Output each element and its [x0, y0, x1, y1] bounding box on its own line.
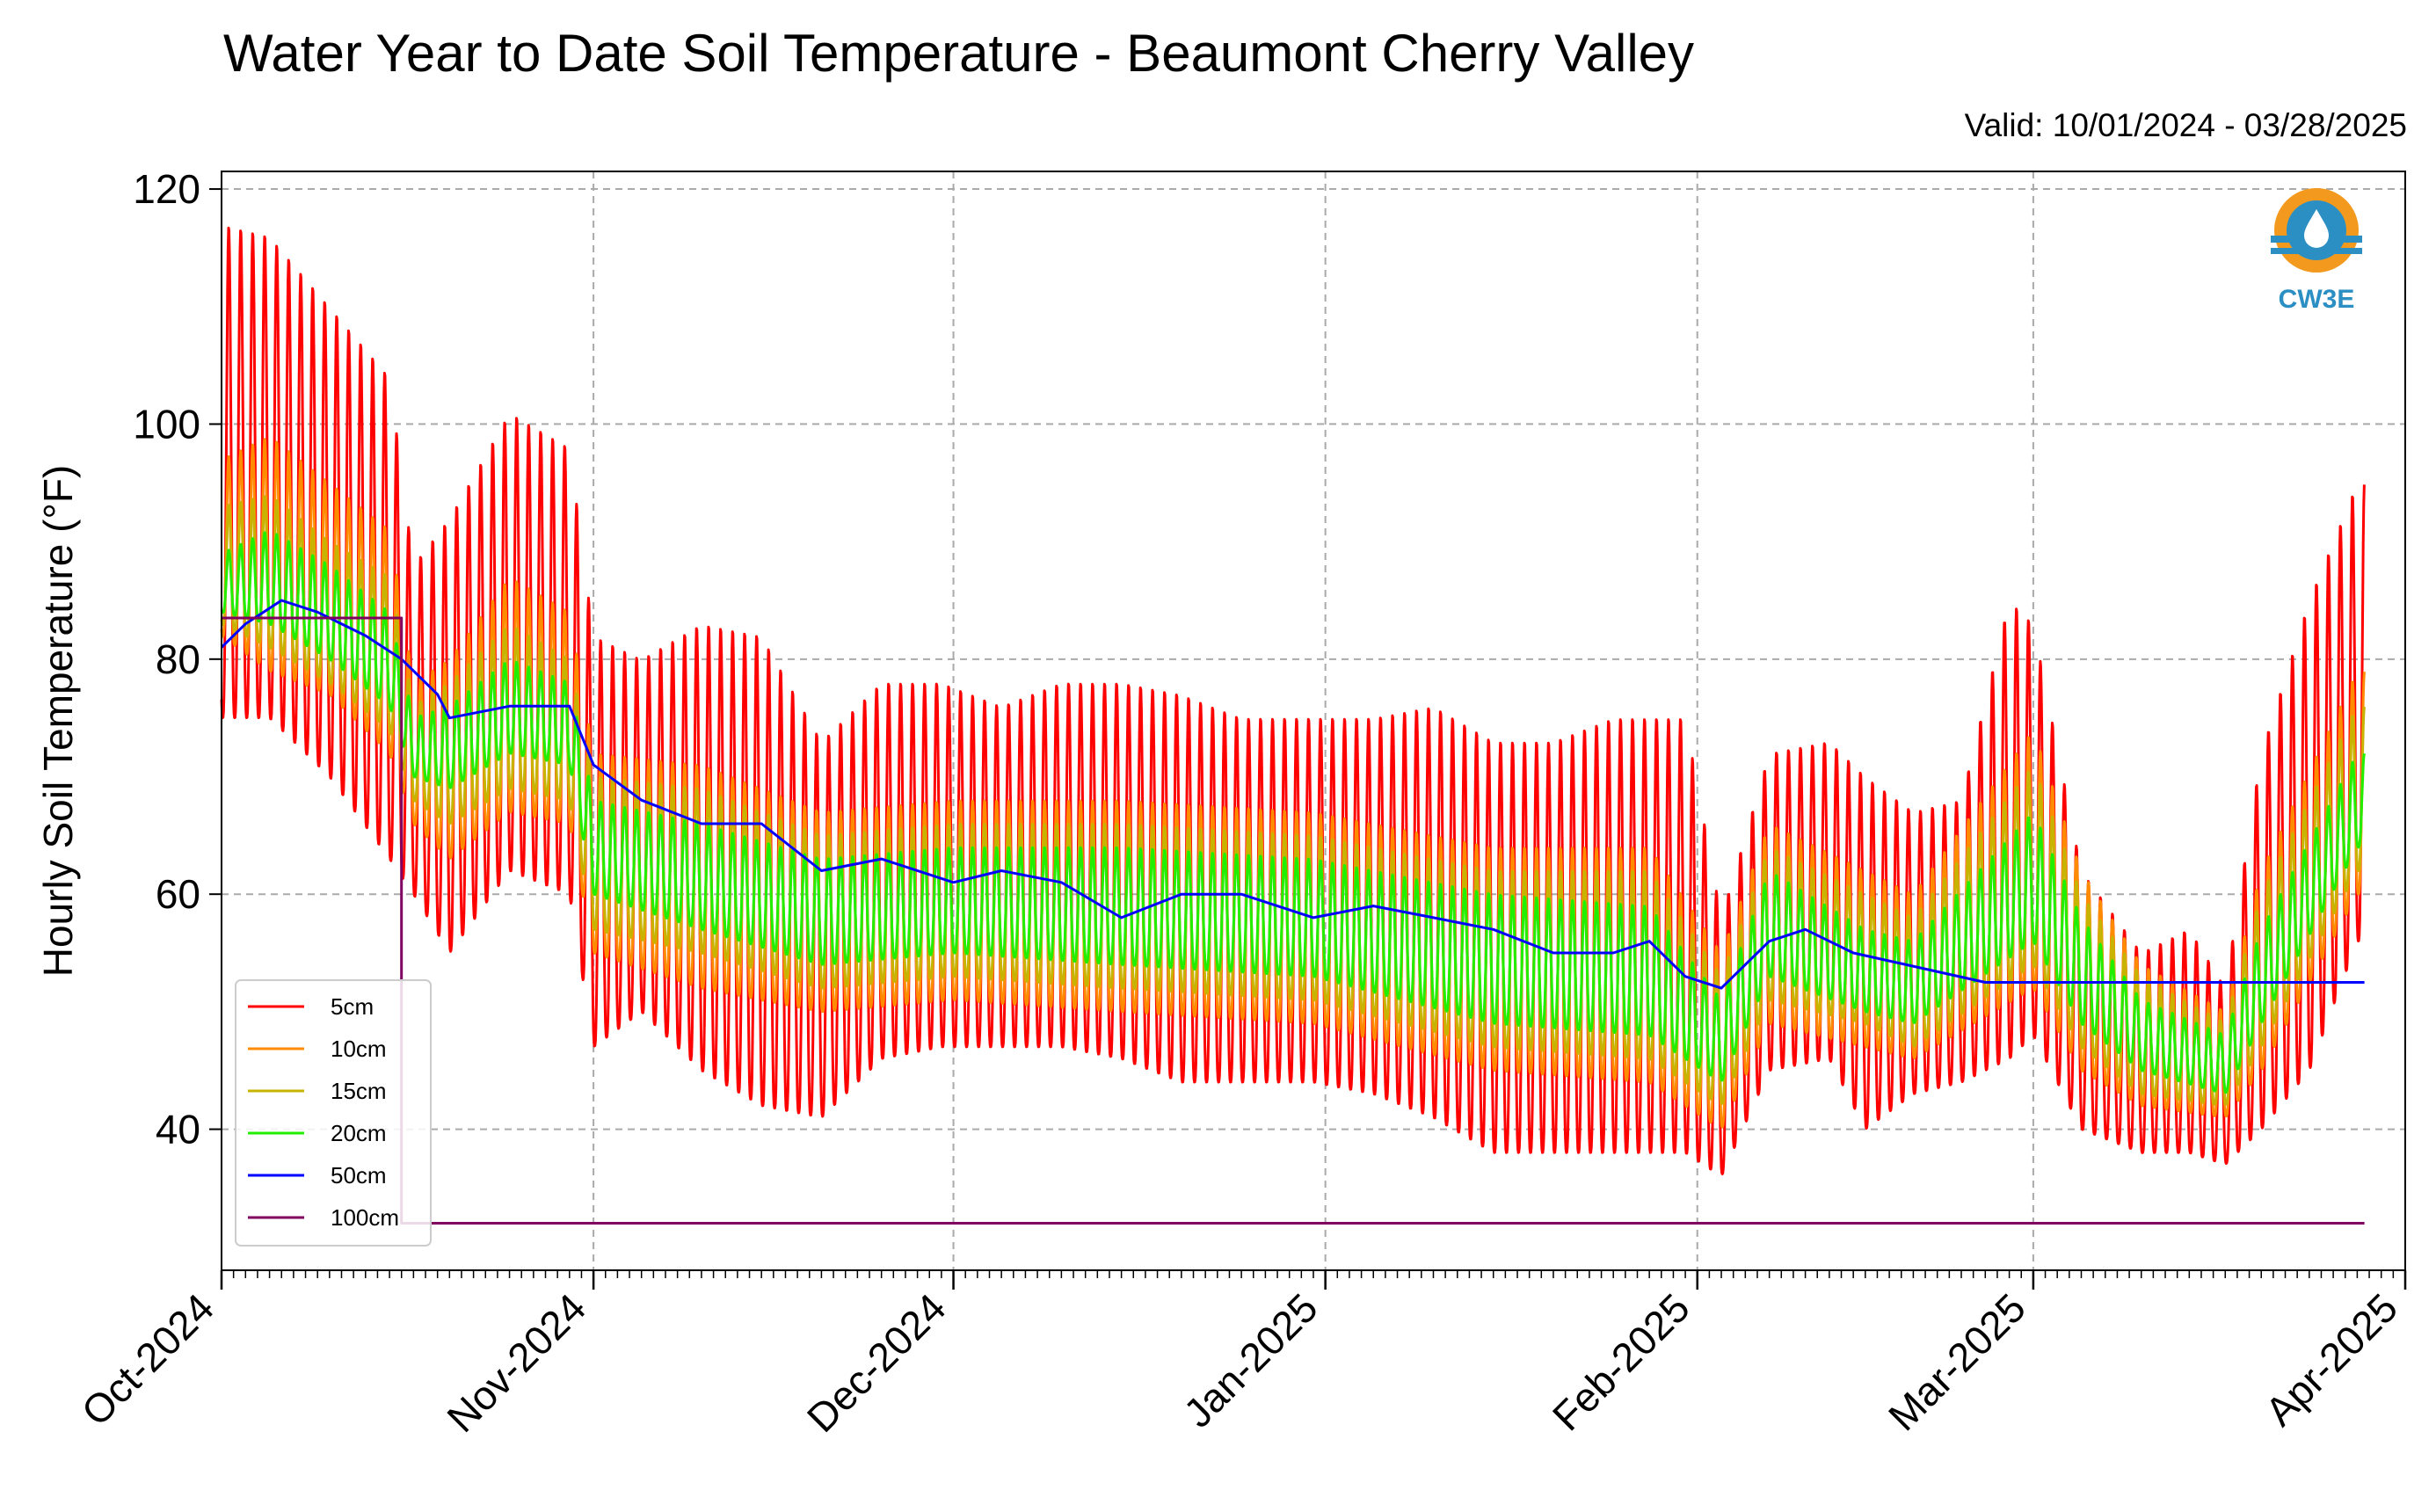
y-tick-label: 60	[156, 871, 200, 917]
legend: 5cm 10cm 15cm 20cm 50cm 100cm	[235, 979, 432, 1247]
series-lines	[220, 226, 2366, 1225]
x-tick-label: Oct-2024	[73, 1284, 223, 1435]
legend-box	[235, 979, 432, 1247]
y-tick-label: 40	[156, 1107, 200, 1152]
y-axis-label: Hourly Soil Temperature (°F)	[35, 465, 81, 978]
legend-label: 5cm	[331, 993, 374, 1020]
series-line-50cm	[220, 599, 2365, 990]
logo-text: CW3E	[2279, 285, 2355, 314]
x-tick-label: Nov-2024	[438, 1284, 594, 1441]
x-tick-label: Apr-2025	[2256, 1284, 2406, 1435]
valid-date-range: Valid: 10/01/2024 - 03/28/2025	[1964, 107, 2407, 143]
y-tick-label: 80	[156, 636, 200, 682]
x-tick-label: Feb-2025	[1544, 1284, 1698, 1439]
x-tick-label: Mar-2025	[1880, 1284, 2034, 1439]
cw3e-logo: CW3E	[2271, 188, 2362, 314]
series-line-20cm	[220, 531, 2366, 1094]
logo-water-band-2	[2271, 248, 2362, 254]
y-tick-label: 100	[133, 401, 200, 447]
legend-label: 50cm	[331, 1162, 387, 1189]
chart-title: Water Year to Date Soil Temperature - Be…	[223, 24, 1695, 83]
legend-label: 15cm	[331, 1078, 387, 1104]
x-tick-label: Jan-2025	[1174, 1284, 1326, 1436]
y-tick-label: 120	[133, 166, 200, 212]
x-tick-label: Dec-2024	[798, 1284, 955, 1441]
water-drop-icon	[2304, 209, 2329, 248]
legend-label: 20cm	[331, 1120, 387, 1146]
legend-label: 100cm	[331, 1204, 399, 1231]
legend-label: 10cm	[331, 1036, 387, 1062]
series-line-100cm	[222, 616, 2365, 1225]
